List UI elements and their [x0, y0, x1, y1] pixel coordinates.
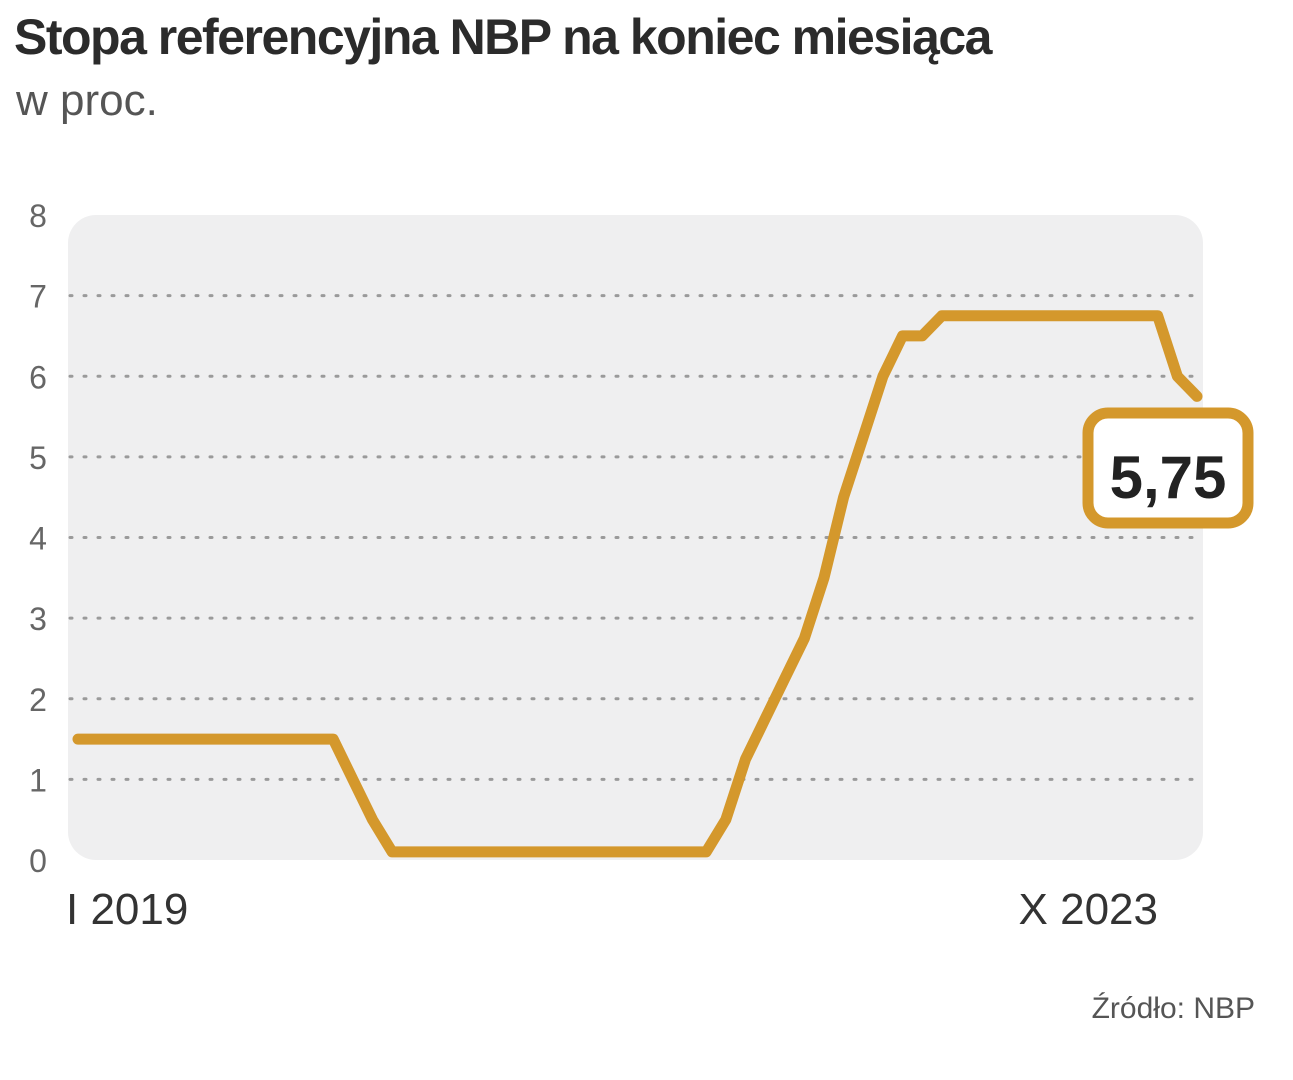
series-line [72, 310, 1203, 858]
y-tick-label: 2 [29, 682, 47, 718]
y-tick-label: 7 [29, 279, 47, 315]
last-value-box [1082, 407, 1254, 529]
y-tick-label: 0 [29, 843, 47, 879]
y-axis-ticks: 0 1 2 3 4 5 6 7 8 [29, 198, 47, 879]
last-value-callout: 5,75 [1082, 407, 1254, 529]
x-tick-label: X 2023 [1019, 885, 1158, 934]
y-tick-label: 3 [29, 601, 47, 637]
y-tick-label: 5 [29, 440, 47, 476]
chart-title: Stopa referencyjna NBP na koniec miesiąc… [14, 9, 992, 65]
y-tick-label: 8 [29, 198, 47, 234]
last-value-label: 5,75 [1110, 444, 1227, 511]
x-axis-ticks: I 2019 X 2023 [66, 885, 1158, 934]
source-note: Źródło: NBP [1091, 992, 1255, 1025]
y-tick-label: 1 [29, 762, 47, 798]
chart-subtitle: w proc. [16, 76, 158, 125]
y-tick-label: 4 [29, 521, 47, 557]
x-tick-label: I 2019 [66, 885, 188, 934]
y-tick-label: 6 [29, 359, 47, 395]
